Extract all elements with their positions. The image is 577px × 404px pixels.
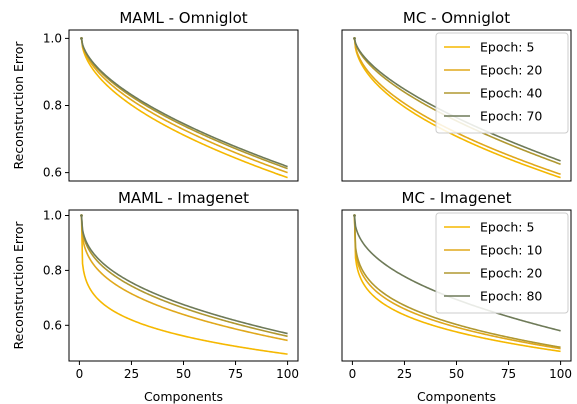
legend-label-4: Epoch: 80 <box>480 289 542 304</box>
x-tick-label: 100 <box>276 367 299 381</box>
y-tick-label: 0.6 <box>43 166 62 180</box>
series-line-4-panel-1 <box>80 38 288 168</box>
y-axis-label-panel-3: Reconstruction Error <box>11 221 26 350</box>
y-tick-label: 0.8 <box>43 263 62 277</box>
x-tick-label: 50 <box>449 367 464 381</box>
legend-label-2: Epoch: 10 <box>480 243 542 258</box>
series-line-1-panel-1 <box>80 38 288 179</box>
x-tick-label: 25 <box>124 367 139 381</box>
x-tick-label: 75 <box>501 367 516 381</box>
chart-title-panel-2: MC - Omniglot <box>403 9 510 27</box>
x-axis-label-panel-3: Components <box>144 389 223 404</box>
x-tick-label: 50 <box>176 367 191 381</box>
chart-title-panel-1: MAML - Omniglot <box>119 9 247 27</box>
x-tick-label: 75 <box>228 367 243 381</box>
series-start-point-4-panel-2 <box>353 37 356 40</box>
series-start-point-4-panel-1 <box>80 37 83 40</box>
series-start-point-4-panel-3 <box>80 214 83 217</box>
series-line-1-panel-4 <box>353 215 561 353</box>
legend-box-panel-2 <box>435 32 569 134</box>
x-tick-label: 0 <box>349 367 357 381</box>
series-start-point-4-panel-4 <box>353 214 356 217</box>
series-line-4-panel-3 <box>80 215 288 335</box>
series-line-1-panel-3 <box>80 215 288 355</box>
chart-title-panel-3: MAML - Imagenet <box>118 189 249 207</box>
legend-label-3: Epoch: 20 <box>480 266 542 281</box>
legend-label-4: Epoch: 70 <box>480 109 542 124</box>
y-tick-label: 1.0 <box>43 208 62 222</box>
x-axis-label-panel-4: Components <box>417 389 496 404</box>
x-tick-label: 100 <box>549 367 572 381</box>
y-axis-label-panel-1: Reconstruction Error <box>11 41 26 170</box>
y-tick-label: 0.8 <box>43 99 62 113</box>
axes-frame-panel-3 <box>68 209 299 362</box>
x-tick-label: 0 <box>76 367 84 381</box>
legend-box-panel-4 <box>435 212 569 314</box>
series-line-2-panel-4 <box>353 215 561 350</box>
series-line-3-panel-3 <box>80 215 288 338</box>
series-line-2-panel-1 <box>80 38 288 174</box>
y-tick-label: 1.0 <box>43 31 62 45</box>
series-line-1-panel-2 <box>353 38 561 179</box>
legend-label-3: Epoch: 40 <box>480 86 542 101</box>
axes-frame-panel-2 <box>341 29 572 182</box>
y-tick-label: 0.6 <box>43 318 62 332</box>
series-line-3-panel-4 <box>353 215 561 349</box>
series-line-2-panel-3 <box>80 215 288 342</box>
legend-label-2: Epoch: 20 <box>480 63 542 78</box>
series-line-3-panel-1 <box>80 38 288 170</box>
x-tick-label: 25 <box>397 367 412 381</box>
legend-label-1: Epoch: 5 <box>480 220 534 235</box>
legend-label-1: Epoch: 5 <box>480 40 534 55</box>
chart-title-panel-4: MC - Imagenet <box>402 189 512 207</box>
